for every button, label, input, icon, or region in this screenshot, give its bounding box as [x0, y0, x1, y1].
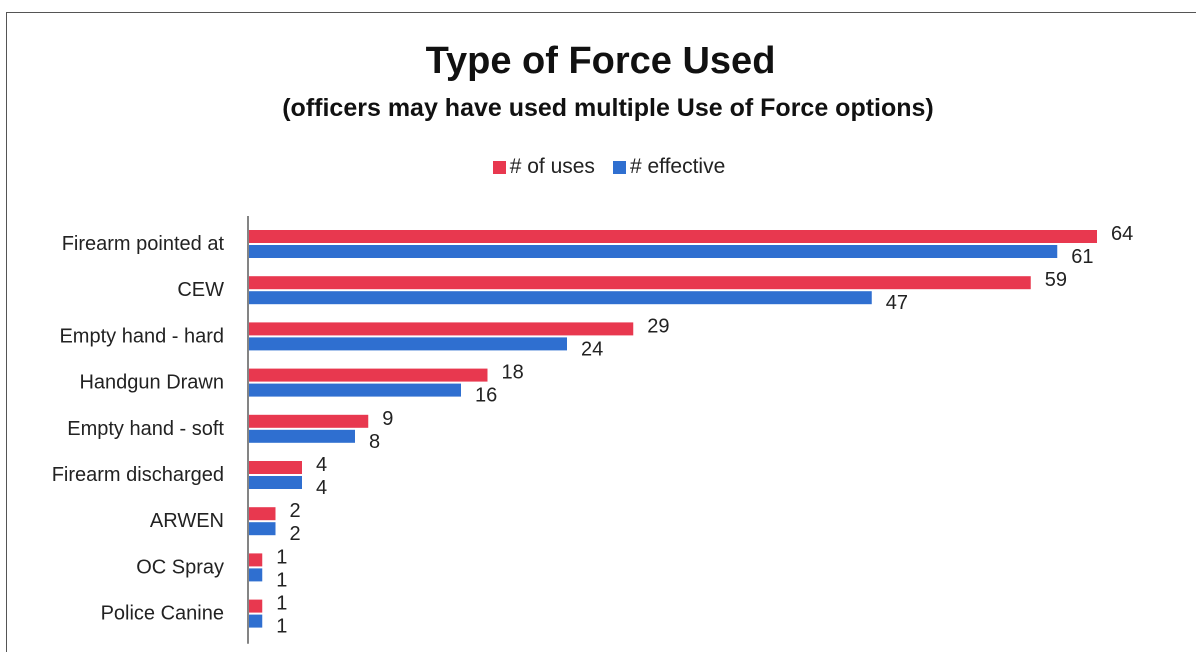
bar-effective [249, 245, 1058, 258]
legend-label-uses: # of uses [509, 155, 595, 178]
bar-uses [249, 414, 369, 428]
data-label-effective: 8 [369, 431, 380, 453]
category-label: Firearm pointed at [62, 233, 225, 255]
chart-frame [6, 12, 1196, 652]
bar-effective [249, 476, 302, 489]
data-label-uses: 64 [1111, 223, 1133, 245]
chart-title: Type of Force Used [425, 40, 776, 82]
legend-swatch-uses [492, 160, 506, 174]
bar-effective [249, 614, 263, 628]
data-label-uses: 9 [382, 408, 393, 430]
category-label: Firearm discharged [52, 464, 224, 486]
bar-effective [249, 568, 263, 582]
data-label-effective: 61 [1071, 246, 1093, 268]
legend-item-uses: # of uses [492, 155, 595, 179]
category-label: CEW [177, 279, 224, 301]
bar-uses [249, 276, 1031, 290]
data-label-uses: 1 [276, 593, 287, 615]
legend-item-effective: # effective [612, 155, 726, 179]
data-label-uses: 2 [290, 500, 301, 522]
data-label-effective: 16 [475, 385, 497, 407]
bar-uses [249, 322, 634, 336]
legend-label-effective: # effective [629, 155, 726, 178]
category-label: OC Spray [136, 556, 224, 578]
bar-uses [249, 553, 263, 567]
bar-uses [249, 461, 302, 474]
category-label: ARWEN [150, 510, 224, 532]
data-label-effective: 2 [290, 523, 301, 545]
data-label-uses: 29 [647, 315, 669, 337]
category-label: Empty hand - soft [67, 418, 224, 440]
bar-effective [249, 337, 567, 351]
data-label-effective: 24 [581, 338, 603, 360]
data-label-effective: 4 [316, 477, 327, 499]
chart-subtitle: (officers may have used multiple Use of … [282, 94, 934, 122]
bar-uses [249, 368, 488, 382]
bar-effective [249, 522, 276, 536]
bar-effective [249, 291, 872, 305]
data-label-uses: 1 [276, 546, 287, 568]
category-label: Police Canine [101, 603, 224, 625]
legend-swatch-effective [612, 160, 626, 174]
data-label-uses: 59 [1045, 269, 1067, 291]
category-label: Handgun Drawn [79, 372, 224, 394]
bar-uses [249, 230, 1097, 243]
data-label-effective: 1 [276, 616, 287, 638]
bar-uses [249, 507, 276, 521]
data-label-effective: 47 [886, 292, 908, 314]
data-label-uses: 4 [316, 454, 327, 476]
bar-effective [249, 383, 461, 397]
data-label-effective: 1 [276, 569, 287, 591]
bar-effective [249, 429, 355, 443]
category-label: Empty hand - hard [59, 325, 224, 347]
legend: # of uses # effective [0, 155, 1201, 179]
data-label-uses: 18 [502, 362, 524, 384]
bar-uses [249, 599, 263, 613]
